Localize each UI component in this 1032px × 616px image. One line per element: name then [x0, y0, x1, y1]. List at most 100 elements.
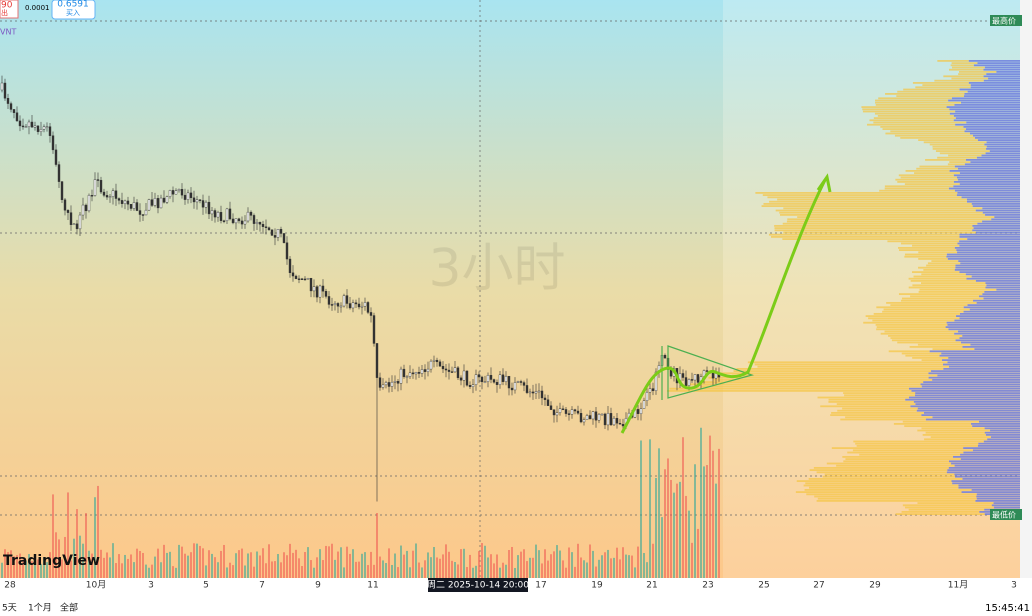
- sell-button[interactable]: [0, 0, 19, 19]
- volume-bar: [463, 548, 465, 578]
- profile-buy: [928, 372, 1020, 375]
- profile-sell: [828, 401, 914, 403]
- profile-sell: [949, 68, 984, 71]
- buy-button[interactable]: [51, 0, 96, 20]
- volume-bar: [472, 567, 474, 578]
- profile-buy: [983, 68, 1020, 71]
- range-button[interactable]: 1个月: [28, 603, 52, 614]
- profile-buy: [947, 361, 1020, 364]
- profile-buy: [986, 145, 1020, 148]
- profile-buy: [937, 374, 1020, 377]
- profile-buy: [966, 121, 1020, 124]
- volume-bar: [628, 555, 630, 578]
- profile-sell: [826, 462, 952, 465]
- profile-buy: [949, 170, 1020, 172]
- profile-sell: [908, 277, 967, 280]
- high-label: 最高价: [992, 16, 1016, 26]
- volume-bar: [697, 528, 699, 578]
- candle-body: [33, 125, 37, 128]
- candle-body: [228, 208, 232, 220]
- profile-buy: [959, 244, 1020, 247]
- profile-sell: [918, 266, 956, 269]
- candle-body: [336, 303, 340, 307]
- volume-bar: [223, 544, 225, 578]
- profile-buy: [983, 440, 1020, 443]
- candle-body: [579, 413, 583, 423]
- candle-body: [129, 203, 133, 209]
- profile-sell: [775, 209, 976, 212]
- volume-bar: [340, 547, 342, 578]
- candle-body: [117, 198, 121, 201]
- volume-bar: [553, 551, 555, 578]
- candle-body: [450, 371, 454, 373]
- volume-bar: [19, 553, 21, 578]
- candle-body: [654, 371, 658, 391]
- range-button[interactable]: 全部: [60, 602, 78, 614]
- candle-body: [24, 126, 28, 128]
- profile-buy: [965, 159, 1020, 161]
- candle-body: [573, 409, 577, 412]
- profile-sell: [898, 293, 983, 295]
- volume-bar: [619, 559, 621, 578]
- profile-buy: [955, 110, 1020, 113]
- profile-sell: [712, 379, 933, 381]
- profile-sell: [918, 251, 958, 254]
- x-label: 29: [869, 581, 881, 591]
- volume-bar: [565, 567, 567, 578]
- profile-buy: [958, 484, 1020, 487]
- profile-sell: [895, 178, 958, 181]
- profile-buy: [947, 469, 1020, 471]
- profile-sell: [795, 491, 962, 493]
- profile-sell: [950, 64, 974, 67]
- profile-buy: [953, 174, 1020, 177]
- volume-bar: [97, 485, 99, 578]
- volume-bar: [658, 448, 660, 578]
- profile-buy: [960, 458, 1020, 460]
- candle-body: [186, 192, 190, 200]
- volume-bar: [526, 561, 528, 578]
- candle-body: [564, 409, 568, 414]
- profile-buy: [957, 192, 1020, 194]
- profile-buy: [976, 495, 1020, 498]
- candle-body: [255, 222, 259, 224]
- candle-body: [102, 191, 106, 196]
- volume-bar: [478, 551, 480, 578]
- volume-bar: [160, 562, 162, 578]
- range-button[interactable]: 5天: [2, 604, 17, 614]
- profile-sell: [921, 359, 942, 361]
- volume-bar: [67, 492, 69, 578]
- candle-body: [0, 82, 4, 91]
- profile-buy: [917, 407, 1020, 410]
- profile-buy: [946, 255, 1020, 258]
- candle-body: [429, 360, 433, 370]
- profile-sell: [803, 484, 959, 487]
- profile-sell: [932, 348, 975, 350]
- volume-bar: [616, 547, 618, 578]
- volume-bar: [181, 546, 183, 578]
- candle-body: [288, 258, 292, 274]
- profile-buy: [948, 328, 1020, 331]
- candle-body: [531, 391, 535, 394]
- candle-body: [558, 408, 562, 413]
- candle-body: [489, 375, 493, 380]
- candle-body: [87, 195, 91, 212]
- volume-bar: [49, 552, 51, 578]
- volume-bar: [712, 450, 714, 578]
- candle-body: [576, 410, 580, 414]
- profile-buy: [983, 79, 1020, 82]
- profile-buy: [965, 128, 1020, 130]
- volume-bar: [76, 509, 78, 578]
- x-axis-labels: 28 10月 3 5 7 9 11 17 19 21 23 25 27 29 11月 3: [4, 580, 1017, 591]
- profile-sell: [937, 156, 977, 159]
- x-label: 28: [4, 581, 16, 591]
- profile-sell: [808, 478, 963, 480]
- profile-sell: [904, 255, 947, 258]
- volume-bar: [289, 543, 291, 578]
- candle-body: [690, 379, 694, 381]
- volume-bar: [439, 558, 441, 578]
- profile-sell: [917, 429, 991, 432]
- volume-bar: [421, 567, 423, 578]
- profile-sell: [736, 368, 944, 370]
- profile-buy: [986, 284, 1020, 287]
- triangle-drawing: [661, 345, 755, 400]
